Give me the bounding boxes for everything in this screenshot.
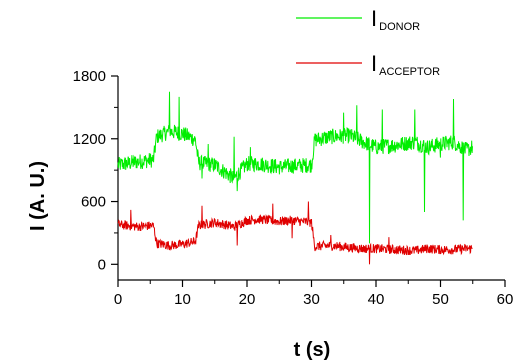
x-tick-label: 40 [368, 291, 385, 308]
y-tick-label: 600 [81, 194, 106, 211]
y-tick-label: 1800 [73, 68, 106, 85]
legend-label-donor: I DONOR [371, 6, 420, 33]
x-tick-label: 10 [174, 291, 191, 308]
y-axis-label: I (A. U.) [27, 161, 49, 231]
y-tick-label: 0 [98, 256, 106, 273]
x-tick-label: 0 [114, 291, 122, 308]
legend-label-acceptor: I ACCEPTOR [371, 51, 440, 78]
x-tick-label: 20 [239, 291, 256, 308]
legend: I DONOR I ACCEPTOR [296, 6, 440, 78]
x-tick-label: 60 [497, 291, 514, 308]
x-axis-label: t (s) [294, 339, 331, 361]
plot-area [117, 91, 473, 265]
x-tick-label: 30 [303, 291, 320, 308]
x-tick-label: 50 [432, 291, 449, 308]
series-line-donor [117, 91, 473, 244]
y-tick-label: 1200 [73, 131, 106, 148]
series-line-acceptor [117, 201, 473, 265]
